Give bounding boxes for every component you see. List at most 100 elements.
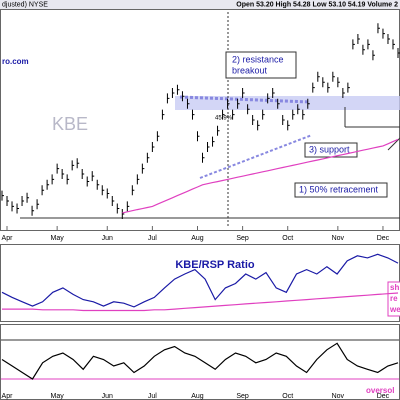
price-bar bbox=[166, 93, 170, 104]
price-bar bbox=[121, 208, 125, 219]
ratio-note: re bbox=[390, 294, 398, 303]
x-tick-label: Apr bbox=[2, 235, 14, 242]
header-right: Open 53.20 High 54.28 Low 53.10 54.19 Vo… bbox=[236, 1, 398, 8]
price-bar bbox=[387, 34, 390, 44]
price-bar bbox=[161, 109, 165, 120]
x-tick-label: May bbox=[51, 235, 65, 242]
annotation: 1) 50% retracement bbox=[299, 184, 379, 194]
price-bar bbox=[56, 163, 60, 174]
price-bar bbox=[382, 28, 385, 39]
ratio-line bbox=[1, 253, 399, 308]
oscillator-line bbox=[1, 342, 399, 380]
ratio-note: we bbox=[389, 305, 400, 314]
price-bar bbox=[66, 174, 70, 185]
site: ro.com bbox=[2, 57, 29, 66]
price-bar bbox=[347, 82, 350, 93]
ratio-note: sh bbox=[390, 283, 399, 292]
x-tick-label: Jul bbox=[148, 393, 157, 400]
ratio-title: KBE/RSP Ratio bbox=[175, 259, 255, 271]
price-bar bbox=[91, 171, 95, 182]
price-bar bbox=[111, 196, 115, 206]
price-bar bbox=[222, 109, 225, 120]
price-bar bbox=[116, 203, 120, 214]
price-bar bbox=[252, 115, 255, 125]
resistance-zone bbox=[175, 96, 400, 110]
x-tick-label: Dec bbox=[377, 235, 390, 242]
price-bar bbox=[267, 93, 270, 104]
price-bar bbox=[96, 179, 100, 190]
price-bar bbox=[242, 88, 245, 98]
price-bar bbox=[51, 174, 55, 185]
price-bar bbox=[1, 190, 4, 201]
price-bar bbox=[217, 125, 220, 136]
price-bar bbox=[151, 142, 155, 152]
annotation: breakout bbox=[232, 65, 268, 75]
price-bar bbox=[392, 39, 395, 50]
price-bar bbox=[81, 169, 85, 179]
x-tick-label: May bbox=[51, 393, 65, 400]
x-tick-label: Oct bbox=[282, 393, 293, 400]
x-tick-label: Sep bbox=[236, 235, 249, 242]
price-bar bbox=[26, 192, 30, 203]
price-bar bbox=[337, 77, 340, 88]
price-bar bbox=[317, 71, 320, 82]
price-bar bbox=[16, 203, 20, 214]
price-bar bbox=[362, 44, 365, 55]
moving-average bbox=[122, 138, 399, 214]
x-tick-label: Nov bbox=[332, 393, 345, 400]
price-bar bbox=[287, 120, 290, 131]
resistance-line bbox=[179, 95, 311, 104]
header-bar bbox=[0, 0, 400, 9]
price-bar bbox=[312, 82, 315, 93]
price-bar bbox=[352, 39, 355, 50]
price-bar bbox=[76, 158, 80, 169]
price-bar bbox=[36, 199, 40, 210]
price-bar bbox=[237, 98, 240, 109]
price-bar bbox=[71, 160, 75, 171]
price-bar bbox=[302, 109, 305, 120]
price-bar bbox=[332, 71, 335, 82]
price-bar bbox=[227, 98, 230, 109]
price-bar bbox=[136, 174, 140, 185]
price-bar bbox=[372, 50, 375, 61]
price-bar bbox=[156, 131, 160, 142]
price-bar bbox=[292, 109, 295, 120]
price-bar bbox=[6, 196, 10, 206]
annotation-box bbox=[225, 51, 297, 79]
annotation-box bbox=[294, 182, 388, 198]
price-bar bbox=[207, 142, 210, 152]
note-box bbox=[387, 281, 400, 317]
x-tick-label: Jun bbox=[102, 235, 113, 242]
price-bar bbox=[282, 115, 285, 125]
price-bar bbox=[131, 185, 135, 196]
ratio-line bbox=[2, 292, 399, 312]
price-bar bbox=[232, 109, 235, 120]
x-tick-label: Jun bbox=[102, 393, 113, 400]
price-bar bbox=[367, 39, 370, 50]
x-tick-label: Oct bbox=[282, 235, 293, 242]
price-bar bbox=[202, 152, 205, 163]
watermark: KBE bbox=[52, 114, 88, 134]
annotation: 3) support bbox=[309, 144, 350, 154]
annotation: 45.9% bbox=[215, 116, 233, 122]
x-tick-label: Apr bbox=[2, 393, 14, 400]
price-bar bbox=[171, 88, 175, 98]
price-bar bbox=[21, 196, 25, 206]
x-tick-label: Aug bbox=[191, 235, 204, 242]
price-bar bbox=[327, 82, 330, 93]
price-bar bbox=[61, 169, 65, 179]
x-tick-label: Dec bbox=[377, 393, 390, 400]
price-bar bbox=[101, 185, 105, 196]
price-bar bbox=[342, 88, 345, 98]
price-bar bbox=[176, 84, 180, 95]
price-bar bbox=[41, 185, 45, 196]
oscillator-note: oversol bbox=[366, 386, 394, 395]
price-bar bbox=[11, 201, 15, 212]
price-bar bbox=[322, 77, 325, 88]
annotation: 2) resistance bbox=[232, 54, 284, 64]
header-left: djusted) NYSE bbox=[2, 1, 48, 8]
price-bar bbox=[106, 188, 110, 199]
price-bar bbox=[181, 91, 185, 102]
